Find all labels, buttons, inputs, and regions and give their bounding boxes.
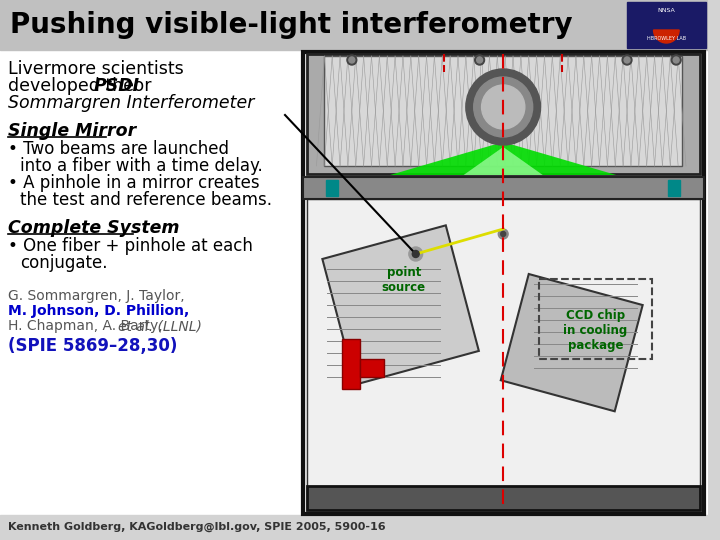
Text: point
source: point source	[382, 266, 426, 294]
Circle shape	[474, 55, 485, 65]
Text: (SPIE 5869–28,30): (SPIE 5869–28,30)	[8, 337, 177, 355]
Text: Livermore scientists: Livermore scientists	[8, 60, 184, 78]
Circle shape	[482, 85, 525, 129]
Text: HBROWLEY LAB: HBROWLEY LAB	[647, 36, 686, 41]
Bar	[307, 54, 700, 174]
Polygon shape	[464, 147, 543, 175]
Circle shape	[474, 77, 533, 137]
Text: • One fiber + pinhole at each: • One fiber + pinhole at each	[8, 237, 253, 255]
Text: H. Chapman, A. Barty,: H. Chapman, A. Barty,	[8, 319, 167, 333]
Bar	[0, 515, 708, 540]
Bar	[539, 279, 652, 359]
Circle shape	[673, 57, 679, 63]
Circle shape	[413, 251, 419, 258]
Bar	[668, 180, 680, 196]
Text: G. Sommargren, J. Taylor,: G. Sommargren, J. Taylor,	[8, 289, 184, 303]
Bar	[326, 180, 338, 196]
Circle shape	[622, 55, 632, 65]
Text: Kenneth Goldberg, KAGoldberg@lbl.gov, SPIE 2005, 5900-16: Kenneth Goldberg, KAGoldberg@lbl.gov, SP…	[8, 522, 385, 532]
Text: conjugate.: conjugate.	[19, 254, 107, 272]
Circle shape	[624, 57, 630, 63]
Text: CCD chip
in cooling
package: CCD chip in cooling package	[564, 309, 628, 352]
Bar	[302, 177, 703, 199]
Text: Complete System: Complete System	[8, 219, 179, 237]
Polygon shape	[390, 142, 616, 175]
Text: into a fiber with a time delay.: into a fiber with a time delay.	[19, 157, 262, 175]
Bar	[342, 339, 360, 389]
Bar	[0, 0, 708, 50]
Bar	[627, 2, 706, 48]
Text: Single Mirror: Single Mirror	[8, 122, 136, 140]
Circle shape	[347, 55, 357, 65]
Text: or: or	[127, 77, 151, 95]
Text: NNSA: NNSA	[657, 8, 675, 13]
Bar	[307, 199, 700, 510]
Bar	[307, 486, 700, 510]
Text: developed the: developed the	[8, 77, 140, 95]
Circle shape	[498, 229, 508, 239]
Text: Pushing visible-light interferometry: Pushing visible-light interferometry	[10, 11, 572, 39]
Text: Sommargren Interferometer: Sommargren Interferometer	[8, 94, 254, 112]
Text: • Two beams are launched: • Two beams are launched	[8, 140, 229, 158]
Circle shape	[477, 57, 482, 63]
Text: the test and reference beams.: the test and reference beams.	[19, 191, 271, 209]
Circle shape	[409, 247, 423, 261]
Bar	[323, 225, 479, 384]
Circle shape	[500, 232, 505, 237]
Bar	[302, 52, 703, 514]
Circle shape	[671, 55, 681, 65]
Text: PSDI: PSDI	[94, 77, 140, 95]
Bar	[501, 274, 643, 411]
Bar	[324, 56, 682, 166]
Circle shape	[349, 57, 355, 63]
Wedge shape	[654, 30, 679, 43]
Bar	[360, 359, 384, 377]
Text: M. Johnson, D. Phillion,: M. Johnson, D. Phillion,	[8, 304, 189, 318]
Circle shape	[466, 69, 541, 145]
Text: et al. (LLNL): et al. (LLNL)	[118, 319, 202, 333]
Bar	[0, 50, 708, 515]
Text: • A pinhole in a mirror creates: • A pinhole in a mirror creates	[8, 174, 259, 192]
